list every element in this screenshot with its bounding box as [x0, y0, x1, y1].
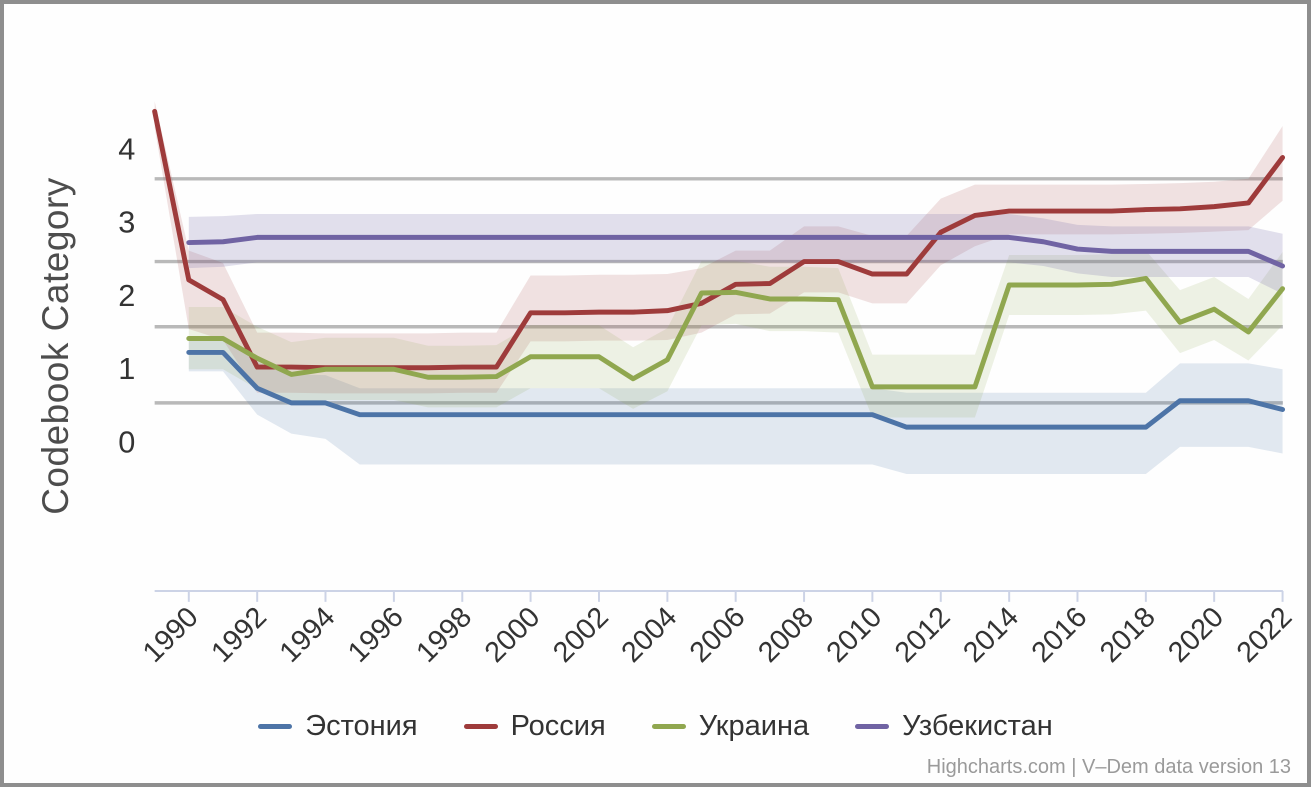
- x-axis-label: 1990: [137, 601, 205, 669]
- legend-marker-uzbekistan: [855, 724, 890, 729]
- x-axis-label: 2012: [889, 601, 957, 669]
- confidence-band-uzbekistan: [188, 213, 1283, 294]
- legend: Эстония Россия Украина Узбекистан: [4, 710, 1307, 743]
- x-axis-label: 2014: [957, 601, 1025, 669]
- legend-item-russia[interactable]: Россия: [463, 710, 606, 743]
- x-axis-label: 1994: [274, 601, 342, 669]
- credits-link[interactable]: Highcharts.com | V–Dem data version 13: [927, 756, 1291, 779]
- x-axis-label: 2006: [684, 601, 752, 669]
- x-axis-label: 2000: [479, 601, 547, 669]
- x-axis-label: 2022: [1231, 601, 1299, 669]
- chart-canvas: 1990 1992 1994 1996 1998 2000 2002 2004 2006 2008…: [118, 101, 1299, 669]
- legend-label-uzbekistan: Узбекистан: [902, 710, 1053, 742]
- x-axis-label: 2010: [820, 601, 888, 669]
- x-axis-label: 1996: [342, 601, 410, 669]
- legend-label-ukraine: Украина: [698, 710, 810, 742]
- confidence-band-estonia: [188, 336, 1283, 474]
- y-axis-label: 0: [118, 424, 135, 459]
- legend-marker-ukraine: [651, 724, 686, 729]
- legend-item-uzbekistan[interactable]: Узбекистан: [855, 710, 1053, 743]
- y-axis-title: Codebook Category: [35, 177, 76, 515]
- x-axis-label: 1992: [205, 601, 273, 669]
- series-line-estonia[interactable]: [186, 349, 1286, 430]
- legend-label-russia: Россия: [510, 710, 606, 742]
- legend-item-ukraine[interactable]: Украина: [651, 710, 810, 743]
- x-axis-label: 2018: [1094, 601, 1162, 669]
- y-axis-label: 1: [118, 351, 135, 386]
- series-line-ukraine[interactable]: [186, 275, 1286, 390]
- x-axis-label: 2008: [752, 601, 820, 669]
- y-axis-label: 4: [118, 131, 135, 166]
- legend-marker-russia: [463, 724, 498, 729]
- x-axis-label: 2004: [615, 601, 683, 669]
- legend-marker-estonia: [258, 724, 293, 729]
- x-axis-label: 2020: [1162, 601, 1230, 669]
- credits-text: Highcharts.com | V–Dem data version 13: [926, 756, 1291, 778]
- x-axis-label: 2002: [547, 601, 615, 669]
- x-axis-label: 2016: [1026, 601, 1094, 669]
- legend-item-estonia[interactable]: Эстония: [258, 710, 418, 743]
- legend-label-estonia: Эстония: [305, 710, 418, 742]
- series-line-uzbekistan[interactable]: [186, 234, 1286, 269]
- x-axis-label: 1998: [410, 601, 478, 669]
- y-axis-label: 3: [118, 205, 135, 240]
- y-axis-label: 2: [118, 278, 135, 313]
